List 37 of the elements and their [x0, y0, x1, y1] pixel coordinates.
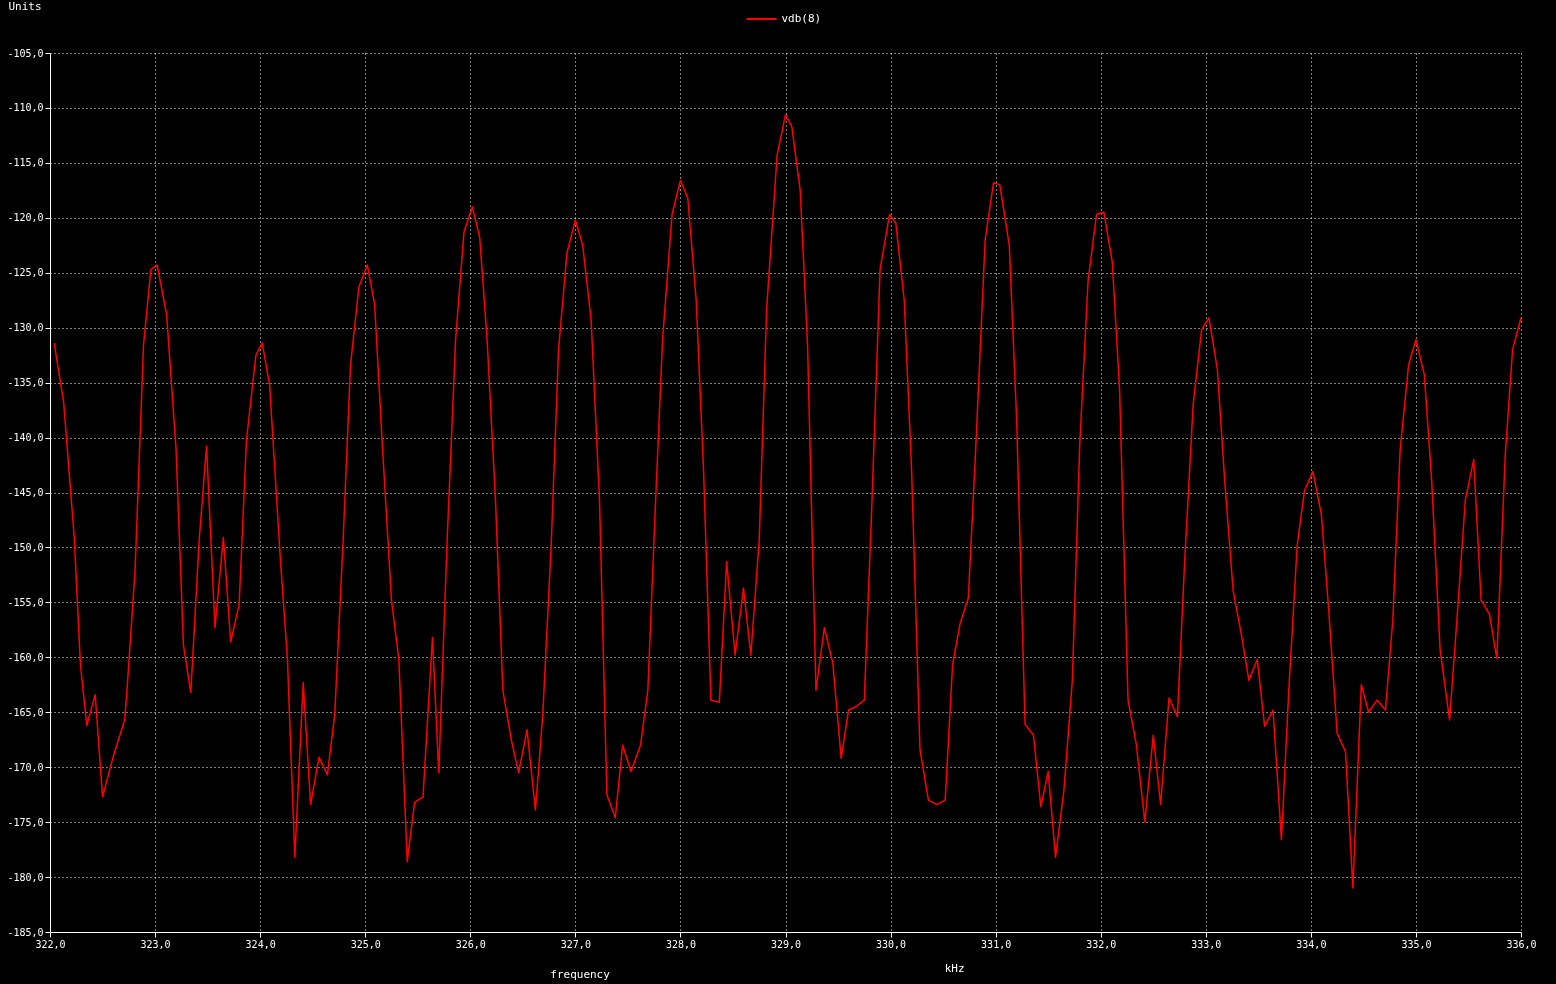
- y-axis-title: Units: [8, 0, 42, 13]
- x-tick-label: 324,0: [245, 938, 276, 950]
- x-tick-label: 322,0: [35, 938, 66, 950]
- y-tick-label: -155,0: [7, 596, 44, 608]
- x-tick-label: 330,0: [876, 938, 907, 950]
- x-tick-label: 328,0: [665, 938, 696, 950]
- y-tick-label: -105,0: [7, 47, 44, 59]
- x-tick-label: 323,0: [140, 938, 171, 950]
- y-tick-label: -150,0: [7, 541, 44, 553]
- y-tick-label: -130,0: [7, 322, 44, 334]
- legend-label: vdb(8): [781, 12, 822, 25]
- y-tick-label: -170,0: [7, 761, 44, 773]
- line-series: [53, 113, 1522, 889]
- x-tick-label: 332,0: [1086, 938, 1117, 950]
- y-tick-label: -110,0: [7, 102, 44, 114]
- y-tick-label: -115,0: [7, 157, 44, 169]
- x-tick-label: 335,0: [1401, 938, 1432, 950]
- y-tick-label: -160,0: [7, 651, 44, 663]
- text: kHz: [944, 962, 965, 975]
- x-tick-label: 326,0: [455, 938, 486, 950]
- x-tick-label: 334,0: [1296, 938, 1327, 950]
- x-tick-label: 327,0: [560, 938, 591, 950]
- y-tick-label: -145,0: [7, 487, 44, 498]
- y-tick-label: -185,0: [7, 926, 44, 938]
- y-tick-label: -125,0: [7, 267, 44, 279]
- y-tick-label: -120,0: [7, 212, 44, 224]
- y-tick-label: -135,0: [7, 377, 44, 389]
- y-tick-label: -175,0: [7, 816, 44, 828]
- y-tick-label: -140,0: [7, 432, 44, 444]
- x-tick-label: 336,0: [1506, 938, 1537, 950]
- x-tick-label: 329,0: [770, 938, 802, 950]
- y-tick-label: -165,0: [7, 706, 44, 718]
- x-axis-title: frequency: [550, 967, 611, 981]
- x-tick-label: 331,0: [981, 938, 1012, 950]
- y-tick-label: -180,0: [7, 871, 44, 883]
- x-tick-label: 333,0: [1191, 938, 1222, 950]
- x-tick-label: 325,0: [350, 938, 381, 950]
